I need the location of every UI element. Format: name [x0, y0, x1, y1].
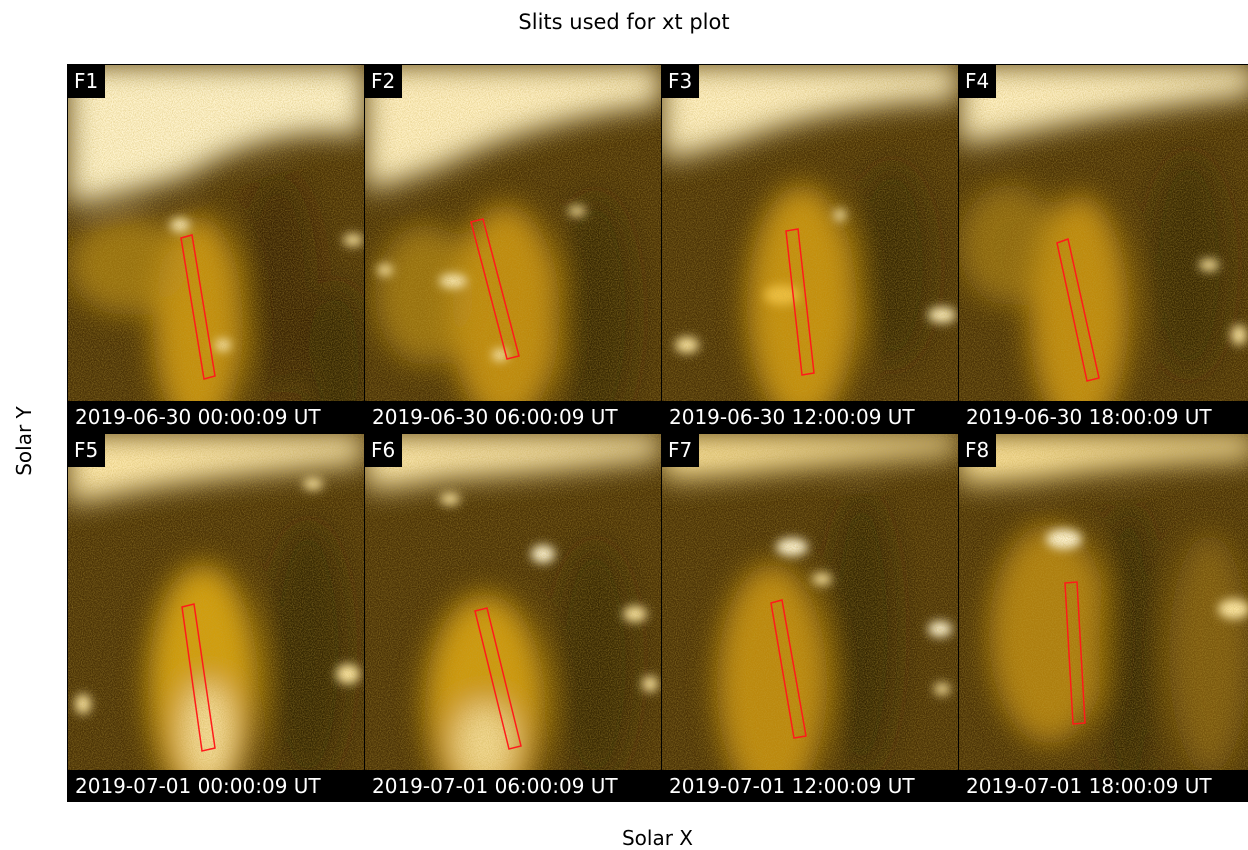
panel-label: F8 [959, 434, 997, 467]
solar-image [662, 434, 958, 802]
panel-f7: F7 2019-07-01 12:00:09 UT [662, 434, 958, 802]
panel-timestamp: 2019-06-30 00:00:09 UT [68, 401, 364, 433]
solar-image [959, 434, 1248, 802]
panel-f4: F4 2019-06-30 18:00:09 UT [959, 65, 1248, 433]
figure-title: Slits used for xt plot [518, 10, 730, 34]
panel-label: F4 [959, 65, 997, 98]
panel-label: F1 [68, 65, 106, 98]
panel-timestamp: 2019-07-01 06:00:09 UT [365, 770, 661, 802]
panel-timestamp: 2019-07-01 12:00:09 UT [662, 770, 958, 802]
slit-box [180, 234, 216, 380]
y-axis-label: Solar Y [12, 406, 36, 476]
panel-timestamp: 2019-06-30 12:00:09 UT [662, 401, 958, 433]
solar-image [959, 65, 1248, 433]
solar-image [68, 65, 364, 433]
panel-timestamp: 2019-06-30 18:00:09 UT [959, 401, 1248, 433]
panel-f3: F3 2019-06-30 12:00:09 UT [662, 65, 958, 433]
panel-label: F7 [662, 434, 700, 467]
panel-f6: F6 2019-07-01 06:00:09 UT [365, 434, 661, 802]
panel-timestamp: 2019-07-01 00:00:09 UT [68, 770, 364, 802]
slit-box [785, 228, 815, 376]
panel-timestamp: 2019-06-30 06:00:09 UT [365, 401, 661, 433]
slit-box [1064, 581, 1086, 725]
panel-f1: F1 2019-06-30 00:00:09 UT [68, 65, 364, 433]
solar-image [68, 434, 364, 802]
solar-image [365, 65, 661, 433]
panel-timestamp: 2019-07-01 18:00:09 UT [959, 770, 1248, 802]
panel-f2: F2 2019-06-30 06:00:09 UT [365, 65, 661, 433]
panel-f8: F8 2019-07-01 18:00:09 UT [959, 434, 1248, 802]
slit-box [470, 218, 520, 360]
slit-box [181, 603, 216, 752]
solar-image [662, 65, 958, 433]
panel-f5: F5 2019-07-01 00:00:09 UT [68, 434, 364, 802]
solar-image [365, 434, 661, 802]
x-axis-label: Solar X [621, 826, 694, 850]
panel-label: F3 [662, 65, 700, 98]
panel-label: F5 [68, 434, 106, 467]
slit-box [770, 599, 807, 739]
image-grid: F1 2019-06-30 00:00:09 UT F2 2019-06-30 … [67, 64, 1248, 802]
panel-label: F2 [365, 65, 403, 98]
slit-box [1056, 238, 1100, 382]
slit-box [474, 607, 522, 750]
panel-label: F6 [365, 434, 403, 467]
